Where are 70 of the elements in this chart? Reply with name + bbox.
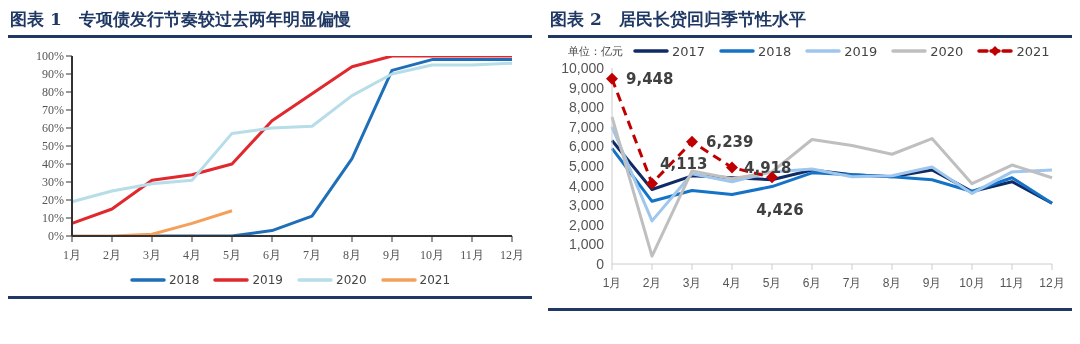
legend-label: 2019 [844,43,878,59]
y-tick-label: 20% [42,193,64,208]
y-tick-label: 80% [42,85,64,100]
x-tick-label: 5月 [223,247,241,262]
point [606,72,618,85]
x-tick-label: 6月 [802,275,822,290]
chart-title: 图表 1 专项债发行节奏较过去两年明显偏慢 [8,8,532,38]
legend-label: 2020 [930,43,964,59]
y-tick-label: 8,000 [568,99,605,116]
y-tick-label: 2,000 [568,216,605,233]
x-tick-label: 1月 [602,275,622,290]
y-tick-label: 0 [596,255,605,272]
y-tick-label: 50% [42,139,64,154]
y-tick-label: 30% [42,175,64,190]
legend-label: 2018 [168,273,200,287]
x-tick-label: 10月 [959,275,985,290]
legend-label: 2020 [336,273,367,287]
data-label: 6,239 [706,132,754,151]
x-tick-label: 7月 [842,275,862,290]
y-tick-label: 10,000 [561,59,605,76]
x-tick-label: 4月 [722,275,742,290]
y-tick-label: 0% [48,229,64,244]
y-tick-label: 90% [42,67,64,82]
x-tick-label: 3月 [143,247,161,262]
x-tick-label: 3月 [682,275,702,290]
data-label: 9,448 [626,69,674,88]
x-tick-label: 11月 [999,275,1025,290]
legend-label: 2021 [1016,43,1050,59]
legend-label: 2017 [672,43,706,59]
data-label: 4,918 [744,158,792,177]
y-tick-label: 7,000 [568,118,605,135]
x-tick-label: 6月 [263,247,281,262]
x-tick-label: 4月 [183,247,201,262]
x-tick-label: 2月 [642,275,662,290]
line-series [610,115,1054,258]
data-label: 4,113 [660,155,708,174]
x-tick-label: 9月 [383,247,401,262]
x-tick-label: 7月 [303,247,321,262]
y-tick-label: 40% [42,157,64,172]
y-tick-label: 3,000 [568,197,605,214]
y-tick-label: 6,000 [568,138,605,155]
x-tick-label: 12月 [500,247,524,262]
x-tick-label: 2月 [103,247,121,262]
legend-label: 2019 [252,273,283,287]
point [726,161,738,174]
y-tick-label: 10% [42,211,64,226]
x-tick-label: 9月 [922,275,942,290]
point [646,177,658,190]
data-label: 4,426 [756,201,804,220]
x-tick-label: 8月 [882,275,902,290]
line-series [70,56,514,225]
x-tick-label: 1月 [63,247,81,262]
chart-title: 图表 2 居民长贷回归季节性水平 [548,8,1072,38]
y-tick-label: 1,000 [568,236,605,253]
y-tick-label: 60% [42,121,64,136]
y-tick-label: 70% [42,103,64,118]
legend-label: 2021 [419,273,451,287]
x-tick-label: 10月 [420,247,444,262]
point [686,135,698,148]
y-tick-label: 9,000 [568,79,605,96]
y-tick-label: 5,000 [568,157,605,174]
x-tick-label: 5月 [762,275,782,290]
line-series [70,61,514,204]
x-tick-label: 8月 [343,247,361,262]
x-tick-label: 11月 [460,247,484,262]
x-tick-label: 12月 [1039,275,1065,290]
y-axis-title: 单位：亿元 [568,43,623,59]
y-tick-label: 4,000 [568,177,605,194]
y-tick-label: 100% [36,49,64,64]
legend-label: 2018 [758,43,792,59]
